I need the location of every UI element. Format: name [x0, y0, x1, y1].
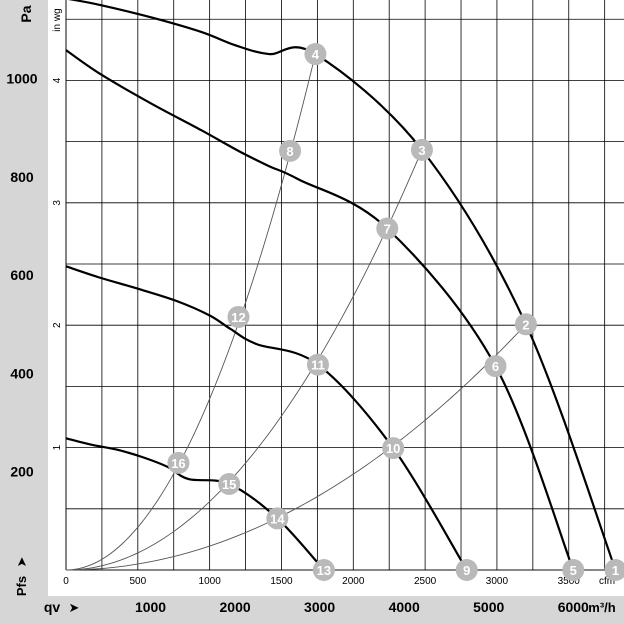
fan-curve [65, 437, 325, 571]
operating-point-label: 7 [384, 221, 391, 236]
operating-point-marker [455, 559, 478, 581]
operating-point-16: 16 [167, 451, 190, 474]
y-tick-label-pa: 200 [10, 464, 34, 480]
operating-point-label: 9 [463, 563, 470, 578]
x-tick-label-m3h: 3000 [304, 599, 335, 615]
x-tick-label-cfm: 500 [129, 576, 146, 587]
y-axis-label: Pfs [14, 576, 29, 596]
y-tick-label-pa: 1000 [6, 71, 37, 87]
operating-point-1: 1 [604, 559, 624, 581]
operating-point-15: 15 [218, 473, 241, 496]
y-tick-label-inwg: 2 [52, 322, 63, 328]
operating-point-6: 6 [484, 355, 507, 378]
operating-point-label: 4 [312, 47, 320, 62]
y-tick-label-pa: 800 [10, 169, 34, 185]
operating-point-12: 12 [227, 305, 250, 328]
x-tick-label-m3h: 4000 [389, 599, 420, 615]
x-tick-label-cfm: 2500 [414, 576, 437, 587]
x-tick-label-cfm: 1000 [199, 576, 222, 587]
x-tick-label-cfm: 2000 [342, 576, 365, 587]
x-tick-label-m3h: 5000 [473, 599, 504, 615]
plot-area [66, 0, 624, 570]
operating-point-7: 7 [376, 217, 399, 240]
y-axis-arrow: ➤ [14, 556, 29, 567]
y-tick-label-inwg: 1 [52, 444, 63, 450]
operating-point-label: 11 [311, 358, 325, 373]
y-tick-label-inwg: 4 [52, 77, 63, 83]
operating-point-marker [382, 437, 405, 460]
operating-point-label: 6 [492, 359, 499, 374]
system-curves [65, 53, 527, 571]
operating-point-marker [604, 559, 624, 581]
operating-point-marker [218, 473, 241, 496]
x-unit-secondary: cfm [599, 576, 615, 587]
operating-point-label: 10 [386, 441, 400, 456]
operating-point-13: 13 [312, 559, 335, 581]
operating-point-5: 5 [562, 559, 585, 581]
operating-point-label: 3 [418, 143, 425, 158]
operating-point-11: 11 [306, 353, 329, 376]
operating-point-14: 14 [266, 507, 289, 530]
y-unit-primary: Pa [18, 5, 34, 22]
operating-point-marker [304, 43, 327, 66]
operating-point-marker [306, 353, 329, 376]
x-tick-label-m3h: 2000 [220, 599, 251, 615]
operating-point-label: 13 [317, 563, 331, 578]
operating-point-label: 16 [171, 456, 185, 471]
y-tick-label-pa: 600 [10, 267, 34, 283]
operating-point-label: 1 [612, 563, 619, 578]
x-tick-label-m3h: 6000 [558, 599, 589, 615]
x-unit-primary: m³/h [588, 600, 616, 615]
x-axis-label: qv [44, 599, 61, 615]
y-unit-secondary: in wg [52, 8, 63, 31]
x-axis-arrow: ➤ [69, 600, 80, 615]
operating-point-label: 8 [286, 144, 293, 159]
x-tick-label-cfm: 3500 [558, 576, 581, 587]
fan-curve [65, 265, 468, 571]
operating-point-10: 10 [382, 437, 405, 460]
operating-point-label: 2 [522, 317, 529, 332]
x-tick-label-cfm: 1500 [270, 576, 293, 587]
operating-point-marker [167, 451, 190, 474]
operating-point-marker [266, 507, 289, 530]
operating-point-4: 4 [304, 43, 327, 66]
y-tick-label-inwg: 3 [52, 200, 63, 206]
operating-point-marker [279, 139, 302, 162]
system-curve [65, 324, 527, 571]
operating-point-8: 8 [279, 139, 302, 162]
operating-point-marker [562, 559, 585, 581]
x-tick-label-cfm: 0 [63, 576, 69, 587]
operating-point-label: 12 [231, 310, 245, 325]
operating-point-3: 3 [410, 138, 433, 161]
operating-point-9: 9 [455, 559, 478, 581]
operating-point-2: 2 [514, 313, 537, 336]
operating-point-marker [410, 138, 433, 161]
operating-point-marker [376, 217, 399, 240]
left-axis-band [0, 0, 48, 624]
operating-point-label: 5 [570, 563, 577, 578]
bottom-axis-band [0, 596, 624, 624]
x-tick-label-m3h: 1000 [135, 599, 166, 615]
operating-point-marker [227, 305, 250, 328]
operating-point-marker [514, 313, 537, 336]
system-curve [65, 53, 316, 571]
operating-point-label: 15 [222, 477, 236, 492]
operating-point-label: 14 [270, 511, 285, 526]
operating-point-marker [312, 559, 335, 581]
y-tick-label-pa: 400 [10, 365, 34, 381]
operating-point-marker [484, 355, 507, 378]
x-tick-label-cfm: 3000 [486, 576, 509, 587]
system-curve [65, 149, 423, 571]
